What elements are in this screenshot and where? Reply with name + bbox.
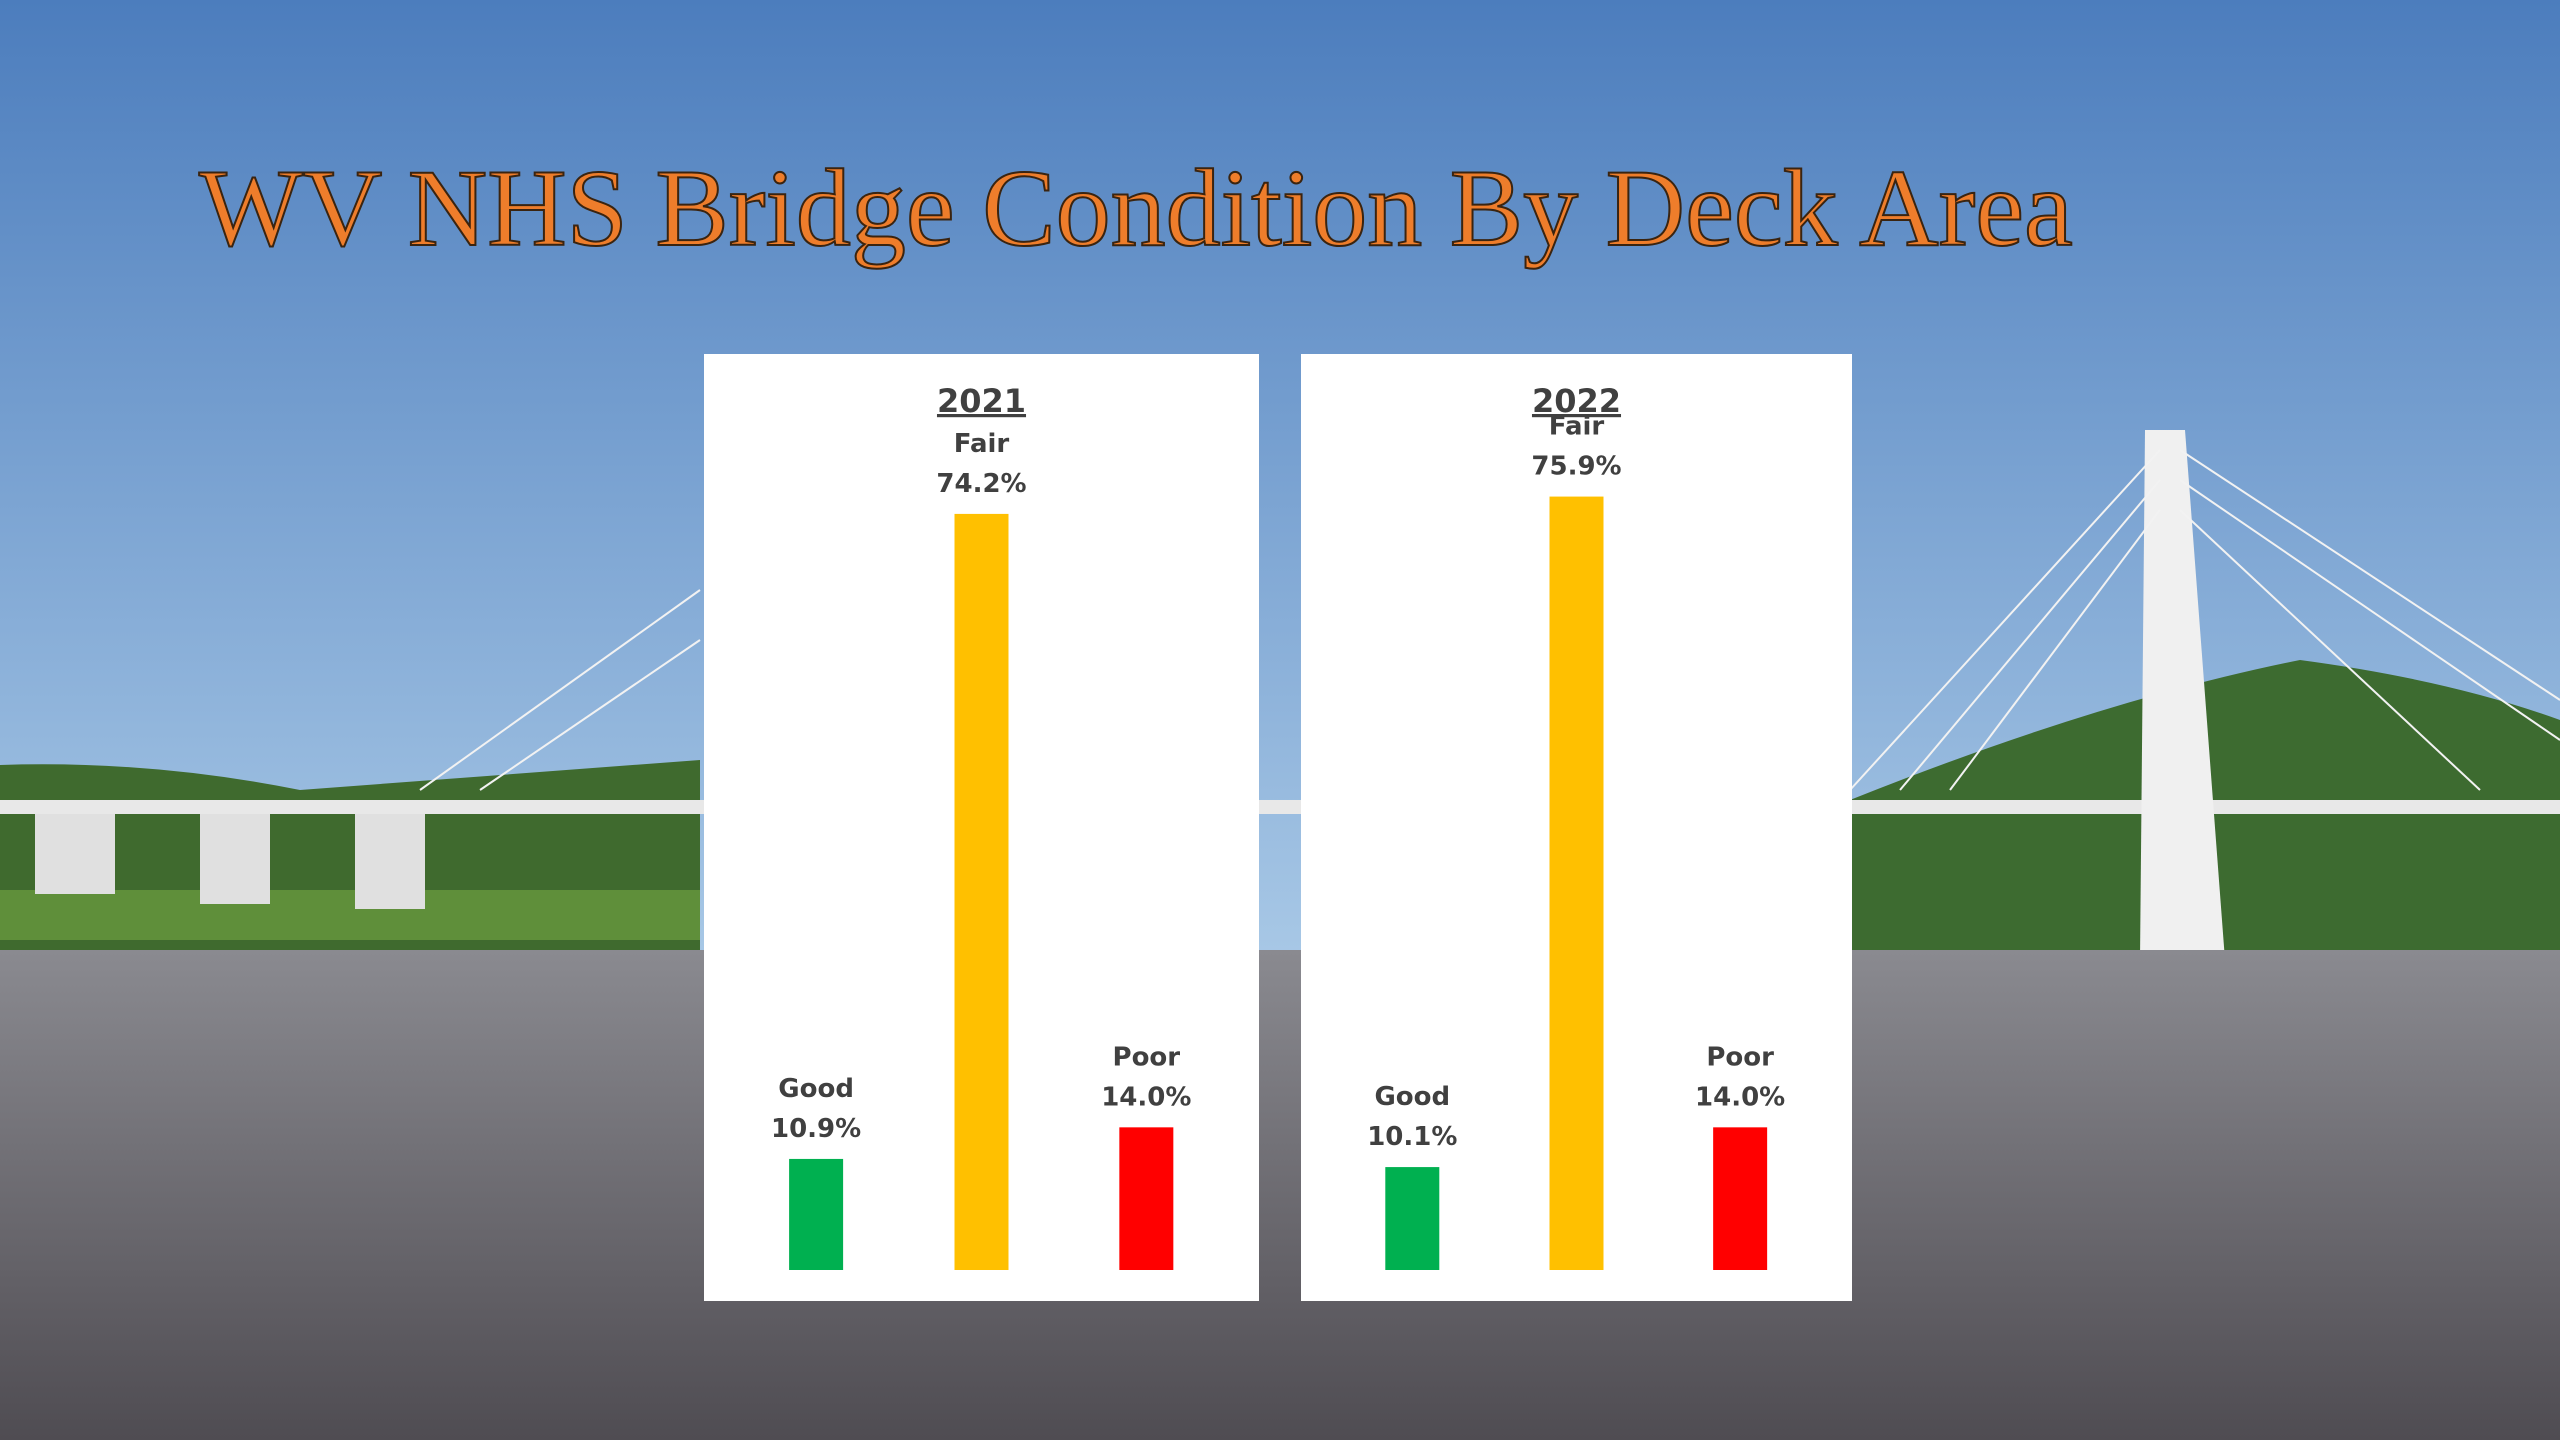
slide-title: WV NHS Bridge Condition By Deck Area (199, 147, 2073, 269)
grass (0, 890, 700, 940)
charts: 2021 10.9% Good 74.2% Fair 14.0% Poor 2022 10.1%… (704, 354, 1852, 1301)
value-label: 14.0% (1101, 1082, 1191, 1112)
water (0, 950, 2560, 1440)
category-label: Fair (1549, 412, 1605, 442)
value-label: 10.9% (771, 1114, 861, 1144)
pier (200, 814, 270, 904)
bridge-deck (0, 800, 2560, 814)
pier (35, 814, 115, 894)
tower (2140, 430, 2225, 960)
chart-title: 2021 (937, 382, 1026, 420)
category-label: Fair (954, 429, 1010, 459)
bar (1119, 1127, 1174, 1270)
pier (355, 814, 425, 909)
category-label: Good (1374, 1082, 1450, 1112)
bar (954, 513, 1009, 1270)
chart-title: 2022 (1532, 382, 1621, 420)
bar (1713, 1127, 1768, 1270)
bar (1385, 1167, 1440, 1270)
category-label: Good (778, 1074, 854, 1104)
value-label: 74.2% (936, 469, 1026, 499)
category-label: Poor (1113, 1042, 1181, 1072)
bar (1549, 496, 1604, 1271)
category-label: Poor (1706, 1042, 1774, 1072)
value-label: 14.0% (1695, 1082, 1785, 1112)
bar (789, 1158, 844, 1270)
cables (419, 449, 2560, 791)
value-label: 75.9% (1531, 452, 1621, 482)
value-label: 10.1% (1367, 1122, 1457, 1152)
